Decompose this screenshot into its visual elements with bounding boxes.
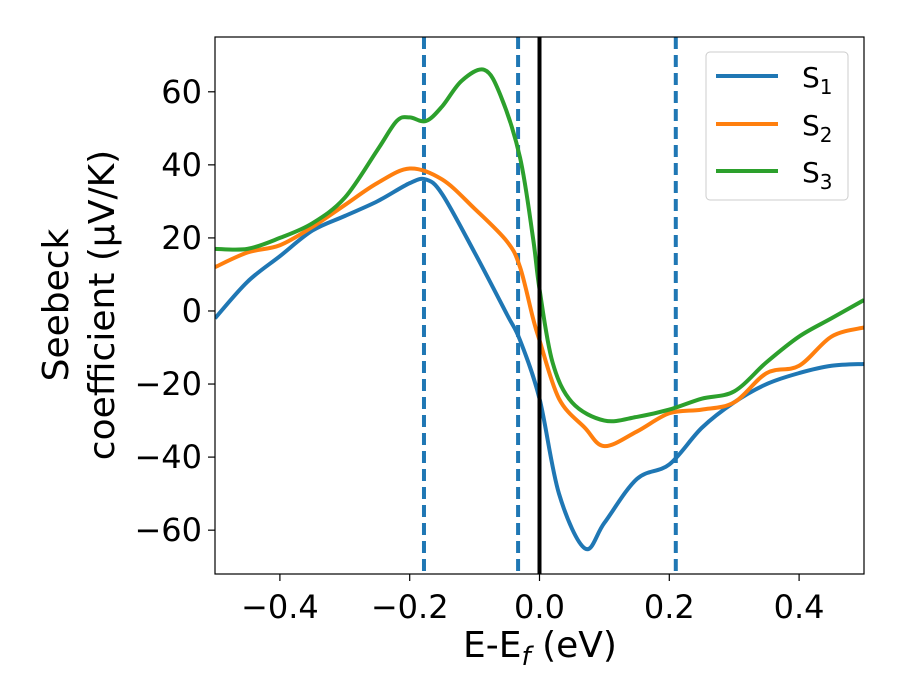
y-axis-label-line1: Seebeck: [36, 228, 77, 381]
legend-label-s2: S2: [802, 109, 833, 147]
x-tick-label: 0.0: [514, 588, 565, 626]
y-tick-label: 0: [182, 292, 202, 330]
legend-label-s3: S3: [802, 156, 833, 194]
x-axis-label: E-Ef (eV): [463, 625, 617, 672]
axes-layer: −0.4 −0.2 0.0 0.2 0.4 60 40 20 0 −20 −40 −60: [134, 73, 824, 626]
y-tick-label: −20: [134, 365, 202, 403]
y-tick-label: 40: [161, 146, 202, 184]
legend: S1 S2 S3: [705, 51, 849, 201]
y-tick-label: 20: [161, 219, 202, 257]
series-line-s3: [215, 67, 864, 424]
plot-layer: [215, 37, 864, 574]
y-axis-label-line2: coefficient (μV/K): [82, 150, 123, 460]
x-tick-label: −0.4: [241, 588, 319, 626]
x-tick-label: −0.2: [371, 588, 449, 626]
y-tick-label: 60: [161, 73, 202, 111]
x-tick-label: 0.4: [774, 588, 825, 626]
y-tick-label: −40: [134, 438, 202, 476]
legend-label-s1: S1: [802, 61, 833, 99]
x-tick-label: 0.2: [644, 588, 695, 626]
y-tick-label: −60: [134, 511, 202, 549]
series-line-s2: [215, 166, 864, 449]
data-area: [215, 37, 864, 574]
